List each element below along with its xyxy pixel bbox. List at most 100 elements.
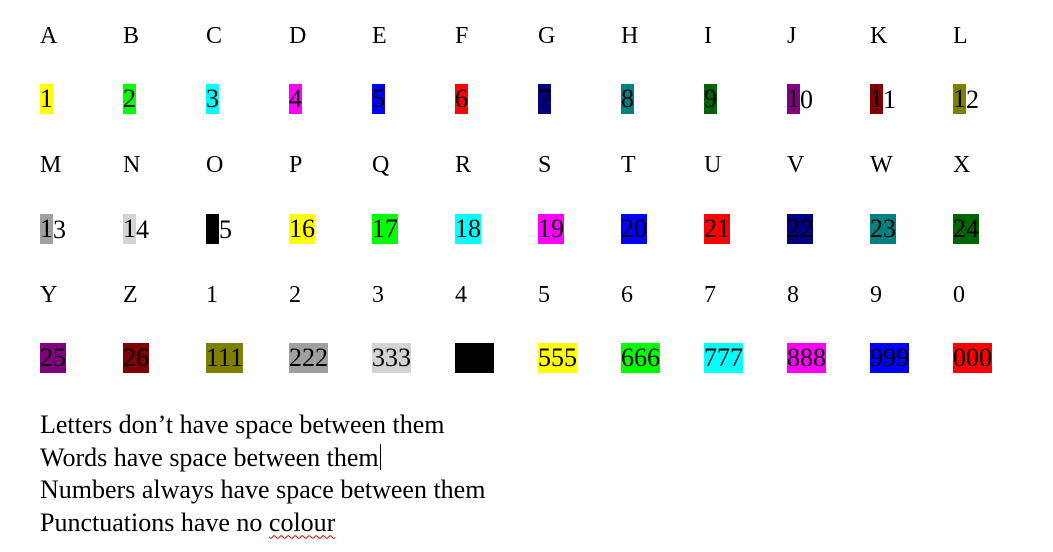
highlighted-number: 999 bbox=[870, 343, 909, 373]
plain-number: 3 bbox=[53, 215, 66, 244]
plain-character: T bbox=[621, 152, 636, 178]
note-line: Punctuations have no colour bbox=[40, 507, 485, 540]
highlighted-number: 20 bbox=[621, 214, 647, 244]
highlighted-number: 1 bbox=[870, 84, 883, 114]
highlighted-number: 333 bbox=[372, 343, 411, 373]
code-cell: 24 bbox=[953, 214, 979, 246]
highlighted-number: 1 bbox=[787, 84, 800, 114]
letter-row: Y Z 1 2 3 4 5 6 7 8 9 0 bbox=[0, 279, 1053, 311]
highlighted-number: 24 bbox=[953, 214, 979, 244]
code-cell: 12 bbox=[953, 84, 979, 116]
plain-character: X bbox=[953, 152, 971, 178]
highlighted-number: 17 bbox=[372, 214, 398, 244]
plain-number: 4 bbox=[136, 215, 149, 244]
highlighted-number: 444 bbox=[455, 343, 494, 373]
highlighted-number: 8 bbox=[621, 84, 634, 114]
code-cell: 666 bbox=[621, 343, 660, 375]
plain-character: N bbox=[123, 152, 141, 178]
plain-character: H bbox=[621, 23, 639, 49]
code-cell: 21 bbox=[704, 214, 730, 246]
highlighted-number: 18 bbox=[455, 214, 481, 244]
code-cell: 5 bbox=[372, 84, 385, 116]
code-cell: 555 bbox=[538, 343, 577, 375]
plain-character: M bbox=[40, 152, 62, 178]
code-row: 25 26 111 222 333 444 555 666 777 888 999 000 bbox=[0, 343, 1053, 375]
code-cell: 2 bbox=[123, 84, 136, 116]
code-cell: 20 bbox=[621, 214, 647, 246]
plain-character: 1 bbox=[206, 282, 218, 308]
code-cell: 222 bbox=[289, 343, 328, 375]
plain-character: J bbox=[787, 23, 797, 49]
misspelled-word[interactable]: colour bbox=[268, 507, 336, 537]
highlighted-number: 9 bbox=[704, 84, 717, 114]
plain-character: Q bbox=[372, 152, 390, 178]
highlighted-number: 555 bbox=[538, 343, 577, 373]
highlighted-number: 777 bbox=[704, 343, 743, 373]
letter-row: A B C D E F G H I J K L bbox=[0, 20, 1053, 52]
letter-row: M N O P Q R S T U V W X bbox=[0, 149, 1053, 181]
plain-character: 4 bbox=[455, 282, 467, 308]
highlighted-number: 1 bbox=[953, 84, 966, 114]
plain-character: O bbox=[206, 152, 224, 178]
highlighted-number: 111 bbox=[206, 343, 244, 373]
plain-character: R bbox=[455, 152, 472, 178]
code-cell: 1 bbox=[40, 84, 53, 116]
code-cell: 111 bbox=[206, 343, 244, 375]
plain-character: P bbox=[289, 152, 303, 178]
code-cell: 999 bbox=[870, 343, 909, 375]
plain-character: C bbox=[206, 23, 223, 49]
code-cell: 26 bbox=[123, 343, 149, 375]
highlighted-number: 6 bbox=[455, 84, 468, 114]
highlighted-number: 1 bbox=[206, 214, 219, 244]
highlighted-number: 3 bbox=[206, 84, 219, 114]
plain-number: 1 bbox=[883, 85, 896, 114]
notes: Letters don’t have space between them Wo… bbox=[40, 409, 485, 539]
code-cell: 000 bbox=[953, 343, 992, 375]
plain-number: 2 bbox=[966, 85, 979, 114]
plain-character: 5 bbox=[538, 282, 550, 308]
highlighted-number: 222 bbox=[289, 343, 328, 373]
plain-character: B bbox=[123, 23, 140, 49]
plain-character: 0 bbox=[953, 282, 965, 308]
code-cell: 19 bbox=[538, 214, 564, 246]
plain-character: 6 bbox=[621, 282, 633, 308]
note-line: Letters don’t have space between them bbox=[40, 410, 445, 439]
highlighted-number: 888 bbox=[787, 343, 826, 373]
plain-character: L bbox=[953, 23, 968, 49]
code-cell: 14 bbox=[123, 214, 149, 246]
highlighted-number: 000 bbox=[953, 343, 992, 373]
highlighted-number: 1 bbox=[40, 214, 53, 244]
plain-character: K bbox=[870, 23, 888, 49]
plain-character: A bbox=[40, 23, 58, 49]
plain-character: 8 bbox=[787, 282, 799, 308]
highlighted-number: 25 bbox=[40, 343, 66, 373]
code-cell: 16 bbox=[289, 214, 315, 246]
plain-character: W bbox=[870, 152, 893, 178]
plain-character: Z bbox=[123, 282, 138, 308]
code-cell: 3 bbox=[206, 84, 219, 116]
code-cell: 8 bbox=[621, 84, 634, 116]
plain-character: S bbox=[538, 152, 552, 178]
code-cell: 10 bbox=[787, 84, 813, 116]
plain-character: 9 bbox=[870, 282, 882, 308]
highlighted-number: 22 bbox=[787, 214, 813, 244]
code-cell: 13 bbox=[40, 214, 66, 246]
highlighted-number: 1 bbox=[123, 214, 136, 244]
plain-character: E bbox=[372, 23, 387, 49]
code-cell: 7 bbox=[538, 84, 551, 116]
code-row: 1 2 3 4 5 6 7 8 9 10 11 12 bbox=[0, 84, 1053, 116]
highlighted-number: 21 bbox=[704, 214, 730, 244]
note-line: Words have space between them bbox=[40, 442, 485, 475]
highlighted-number: 19 bbox=[538, 214, 564, 244]
code-cell: 6 bbox=[455, 84, 468, 116]
plain-character: U bbox=[704, 152, 722, 178]
highlighted-number: 666 bbox=[621, 343, 660, 373]
plain-character: 2 bbox=[289, 282, 301, 308]
plain-character: V bbox=[787, 152, 805, 178]
highlighted-number: 23 bbox=[870, 214, 896, 244]
note-line: Numbers always have space between them bbox=[40, 475, 486, 504]
highlighted-number: 26 bbox=[123, 343, 149, 373]
highlighted-number: 1 bbox=[40, 84, 53, 114]
code-cell: 15 bbox=[206, 214, 232, 246]
